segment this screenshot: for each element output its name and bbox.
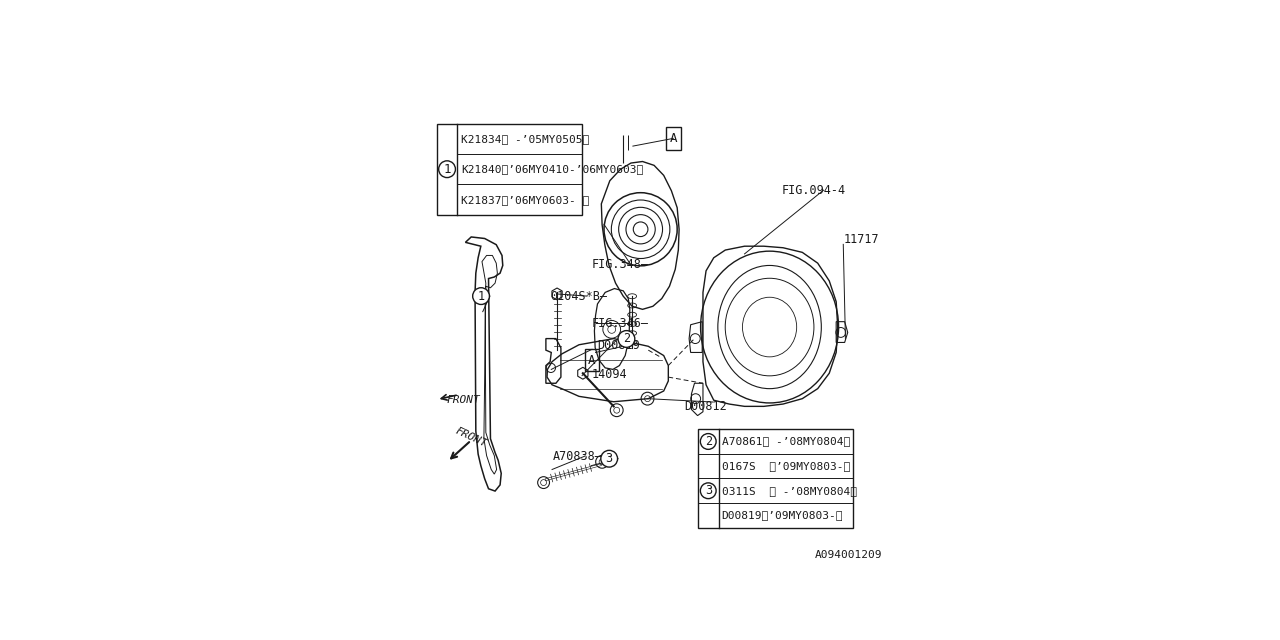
Text: 2: 2: [705, 435, 712, 448]
Circle shape: [618, 331, 635, 348]
Text: D00819: D00819: [596, 339, 640, 352]
Text: A: A: [589, 354, 595, 367]
Text: FIG.094-4: FIG.094-4: [782, 184, 846, 196]
Text: 0104S*B—: 0104S*B—: [550, 289, 607, 303]
Circle shape: [700, 433, 716, 449]
Bar: [666, 127, 681, 150]
Text: FRONT: FRONT: [454, 426, 489, 449]
Bar: [698, 429, 854, 528]
Text: K21840＜’06MY0410-’06MY0603＞: K21840＜’06MY0410-’06MY0603＞: [461, 164, 644, 174]
Text: K21834＜ -’05MY0505＞: K21834＜ -’05MY0505＞: [461, 134, 590, 144]
Bar: [436, 124, 582, 215]
Text: D00812: D00812: [685, 401, 727, 413]
Bar: [585, 349, 599, 371]
Text: 3: 3: [605, 452, 613, 465]
Text: A: A: [669, 132, 677, 145]
Circle shape: [600, 451, 617, 467]
Text: A094001209: A094001209: [815, 550, 883, 560]
Text: 1: 1: [477, 289, 485, 303]
Text: 0311S  ＜ -’08MY0804＞: 0311S ＜ -’08MY0804＞: [722, 486, 856, 496]
Text: A70861＜ -’08MY0804＞: A70861＜ -’08MY0804＞: [722, 436, 850, 447]
Text: 2: 2: [623, 332, 630, 346]
Text: FRONT: FRONT: [447, 395, 480, 404]
Text: FIG.348—: FIG.348—: [591, 257, 649, 271]
Text: 14094: 14094: [591, 369, 627, 381]
Text: K21837＜’06MY0603- ＞: K21837＜’06MY0603- ＞: [461, 195, 590, 205]
Circle shape: [439, 161, 456, 177]
Text: D00819＜’09MY0803-＞: D00819＜’09MY0803-＞: [722, 510, 844, 520]
Text: 1: 1: [443, 163, 451, 176]
Text: FIG.346—: FIG.346—: [591, 317, 649, 330]
Circle shape: [472, 288, 489, 305]
Circle shape: [700, 483, 716, 499]
Text: 3: 3: [705, 484, 712, 497]
Text: 11717: 11717: [844, 233, 879, 246]
Text: 0167S  ＜’09MY0803-＞: 0167S ＜’09MY0803-＞: [722, 461, 850, 471]
Text: A70838—: A70838—: [553, 450, 603, 463]
